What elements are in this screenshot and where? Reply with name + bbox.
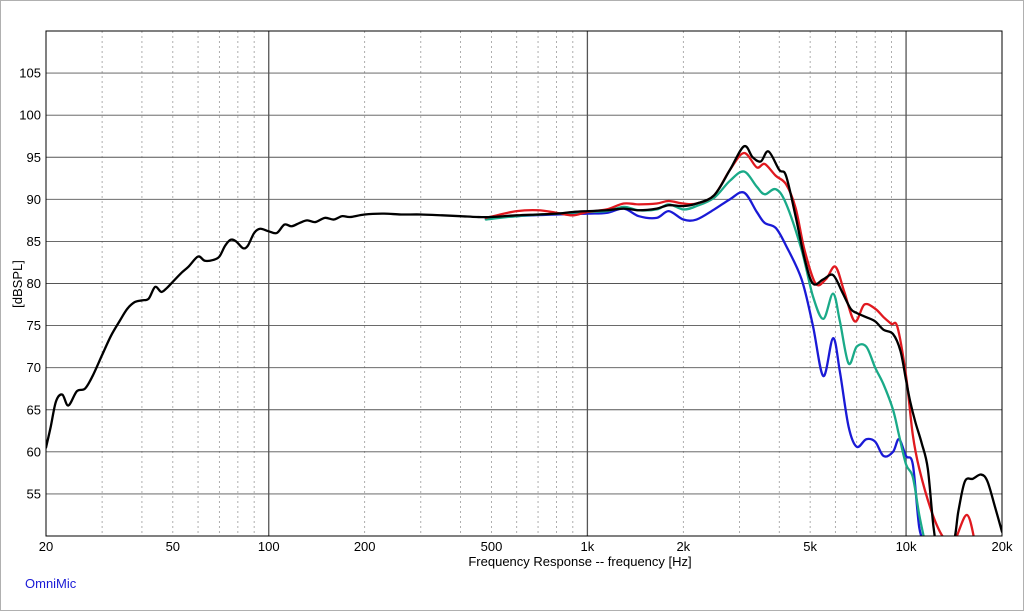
- x-tick-label: 100: [258, 539, 280, 554]
- brand-label: OmniMic: [25, 576, 77, 591]
- y-tick-label: 105: [19, 66, 41, 81]
- x-tick-label: 20: [39, 539, 53, 554]
- y-tick-label: 100: [19, 108, 41, 123]
- y-tick-labels: 55 60 65 70 75 80 85 90 95 100 105: [19, 66, 41, 502]
- y-tick-label: 65: [27, 402, 41, 417]
- y-tick-label: 55: [27, 486, 41, 501]
- series-layer: [46, 144, 1002, 536]
- series-line-4: [46, 144, 1002, 536]
- y-tick-label: 70: [27, 360, 41, 375]
- x-tick-label: 2k: [676, 539, 690, 554]
- y-axis-label: [dBSPL]: [10, 260, 25, 308]
- x-tick-label: 1k: [581, 539, 595, 554]
- x-tick-label: 20k: [992, 539, 1013, 554]
- x-tick-label: 500: [481, 539, 503, 554]
- grid-lines: [46, 31, 1002, 536]
- x-tick-label: 10k: [896, 539, 917, 554]
- y-tick-label: 85: [27, 234, 41, 249]
- y-tick-label: 80: [27, 276, 41, 291]
- y-tick-label: 90: [27, 192, 41, 207]
- y-tick-label: 75: [27, 318, 41, 333]
- x-tick-label: 50: [166, 539, 180, 554]
- plot-border: [45, 30, 1003, 537]
- x-tick-label: 200: [354, 539, 376, 554]
- x-axis-label: Frequency Response -- frequency [Hz]: [468, 554, 691, 569]
- series-line-1: [484, 191, 923, 536]
- x-tick-labels: 20 50 100 200 500 1k 2k 5k 10k 20k: [39, 539, 1013, 554]
- y-tick-label: 60: [27, 444, 41, 459]
- y-tick-label: 95: [27, 150, 41, 165]
- x-tick-label: 5k: [803, 539, 817, 554]
